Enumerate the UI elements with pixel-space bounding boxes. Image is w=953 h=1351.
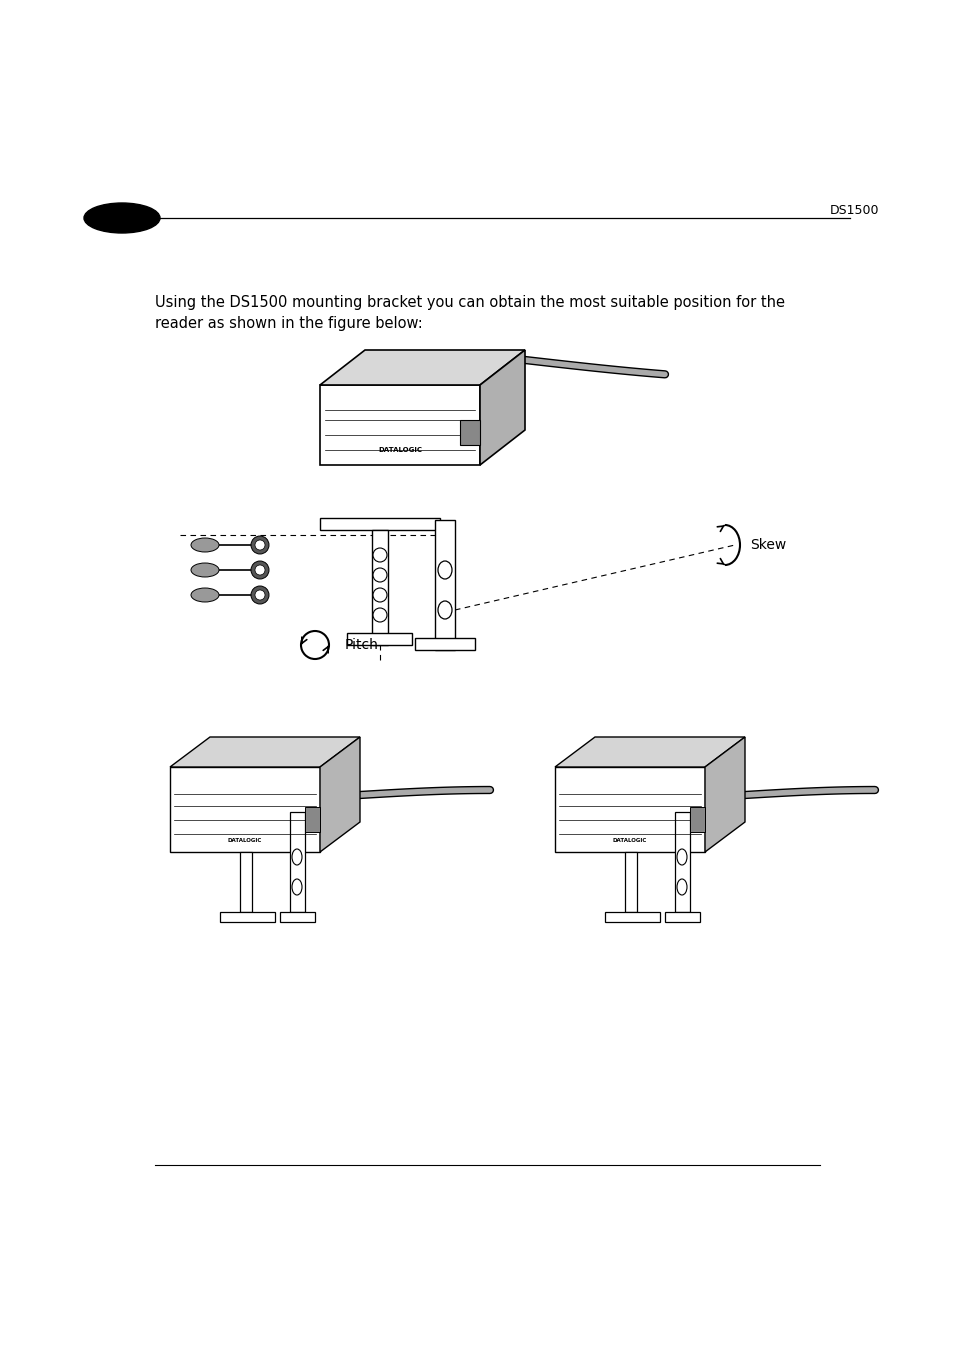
Ellipse shape: [437, 601, 452, 619]
Text: DATALOGIC: DATALOGIC: [228, 838, 262, 843]
Bar: [689, 807, 704, 832]
Polygon shape: [555, 738, 744, 767]
Circle shape: [251, 536, 269, 554]
Polygon shape: [479, 350, 524, 465]
Polygon shape: [240, 852, 252, 912]
Polygon shape: [280, 912, 314, 921]
Circle shape: [251, 586, 269, 604]
Polygon shape: [604, 912, 659, 921]
Polygon shape: [347, 634, 412, 644]
Polygon shape: [664, 912, 700, 921]
Polygon shape: [675, 812, 689, 912]
Circle shape: [251, 561, 269, 580]
Polygon shape: [704, 738, 744, 852]
Circle shape: [373, 567, 387, 582]
Circle shape: [254, 540, 265, 550]
Ellipse shape: [84, 203, 160, 232]
Text: DS1500: DS1500: [829, 204, 879, 216]
Polygon shape: [415, 638, 475, 650]
Text: DATALOGIC: DATALOGIC: [377, 447, 421, 453]
Bar: [305, 807, 319, 832]
Polygon shape: [372, 530, 388, 644]
Bar: [459, 420, 479, 444]
Text: Using the DS1500 mounting bracket you can obtain the most suitable position for : Using the DS1500 mounting bracket you ca…: [154, 295, 784, 331]
Ellipse shape: [677, 848, 686, 865]
Ellipse shape: [677, 880, 686, 894]
Polygon shape: [319, 350, 524, 385]
Circle shape: [254, 590, 265, 600]
Text: Skew: Skew: [749, 538, 785, 553]
Polygon shape: [624, 852, 637, 912]
Ellipse shape: [191, 563, 219, 577]
Polygon shape: [319, 385, 479, 465]
Circle shape: [373, 608, 387, 621]
Ellipse shape: [191, 588, 219, 603]
Polygon shape: [319, 517, 439, 530]
Polygon shape: [170, 738, 359, 767]
Text: Pitch: Pitch: [345, 638, 378, 653]
Circle shape: [373, 549, 387, 562]
Ellipse shape: [191, 538, 219, 553]
Circle shape: [373, 588, 387, 603]
Polygon shape: [220, 912, 274, 921]
Polygon shape: [290, 812, 305, 912]
Polygon shape: [170, 767, 319, 852]
Polygon shape: [435, 520, 455, 650]
Text: DATALOGIC: DATALOGIC: [612, 838, 646, 843]
Circle shape: [254, 565, 265, 576]
Polygon shape: [555, 767, 704, 852]
Polygon shape: [319, 738, 359, 852]
Ellipse shape: [292, 848, 302, 865]
Ellipse shape: [292, 880, 302, 894]
Ellipse shape: [437, 561, 452, 580]
